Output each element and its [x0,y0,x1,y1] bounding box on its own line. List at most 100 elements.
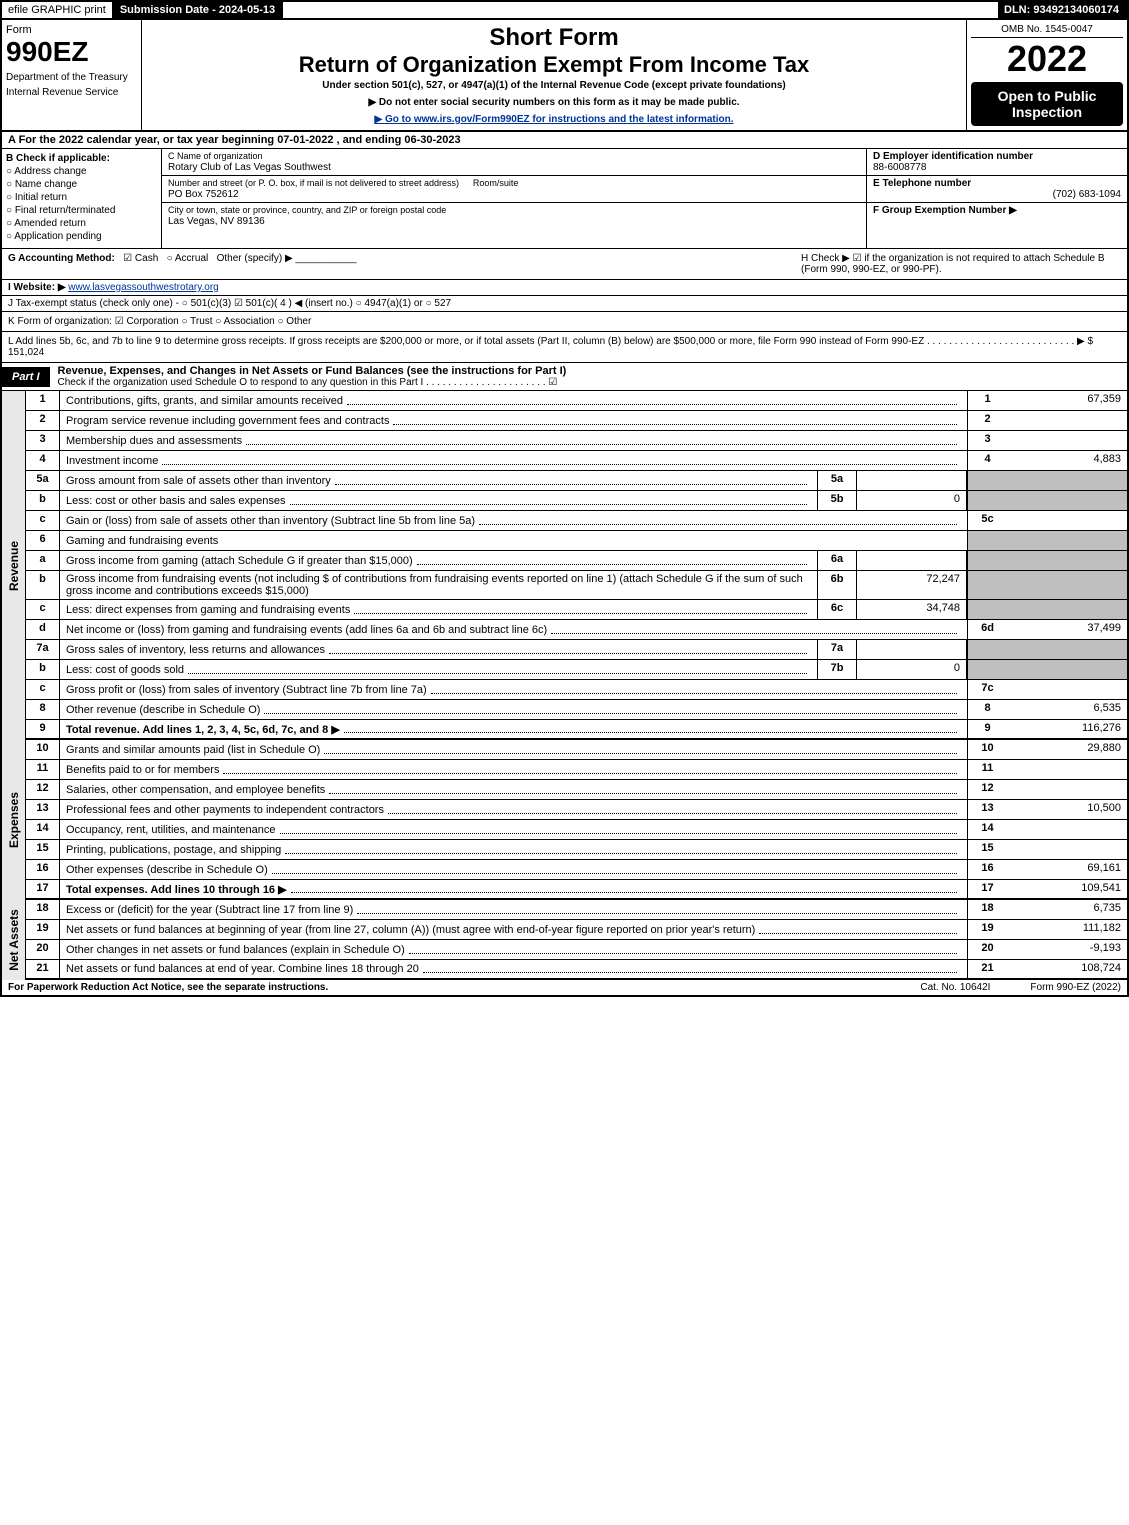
right-value-shaded [1007,660,1127,679]
right-box: 19 [967,920,1007,939]
line-no: 20 [26,940,60,959]
line-no: 7a [26,640,60,659]
chk-address-change[interactable]: ○ Address change [6,166,157,177]
line-no: 6 [26,531,60,550]
right-value: 10,500 [1007,800,1127,819]
top-bar: efile GRAPHIC print Submission Date - 20… [0,0,1129,20]
right-value [1007,820,1127,839]
right-value: 109,541 [1007,880,1127,898]
website-link[interactable]: www.lasvegassouthwestrotary.org [68,282,218,293]
form-header: Form 990EZ Department of the Treasury In… [0,20,1129,132]
line-4: 4Investment income44,883 [26,451,1127,471]
line-21: 21Net assets or fund balances at end of … [26,960,1127,980]
chk-name-change[interactable]: ○ Name change [6,179,157,190]
right-box: 1 [967,391,1007,410]
dept-treasury: Department of the Treasury [6,72,137,83]
right-box-shaded [967,600,1007,619]
line-8: 8Other revenue (describe in Schedule O)8… [26,700,1127,720]
line-no: 15 [26,840,60,859]
line-no: b [26,491,60,510]
line-desc: Gross profit or (loss) from sales of inv… [60,680,967,699]
right-box: 13 [967,800,1007,819]
mid-box: 5a [817,471,857,490]
line-11: 11Benefits paid to or for members11 [26,760,1127,780]
omb-number: OMB No. 1545-0047 [971,24,1123,38]
line-no: 14 [26,820,60,839]
revenue-section: Revenue 1Contributions, gifts, grants, a… [0,391,1129,740]
right-value: -9,193 [1007,940,1127,959]
right-value [1007,411,1127,430]
line-17: 17Total expenses. Add lines 10 through 1… [26,880,1127,900]
line-12: 12Salaries, other compensation, and empl… [26,780,1127,800]
mid-value: 72,247 [857,571,967,599]
line-no: d [26,620,60,639]
right-box: 18 [967,900,1007,919]
right-box: 9 [967,720,1007,738]
efile-print-link[interactable]: efile GRAPHIC print [2,2,114,18]
line-10: 10Grants and similar amounts paid (list … [26,740,1127,760]
part-1-label: Part I [2,367,50,387]
right-box: 5c [967,511,1007,530]
mid-value: 0 [857,491,967,510]
right-box: 7c [967,680,1007,699]
line-no: c [26,511,60,530]
irs-label: Internal Revenue Service [6,87,137,98]
line-no: a [26,551,60,570]
right-box: 2 [967,411,1007,430]
line-7a: 7aGross sales of inventory, less returns… [26,640,1127,660]
right-box: 12 [967,780,1007,799]
right-value [1007,780,1127,799]
mid-box: 7b [817,660,857,679]
right-box-shaded [967,471,1007,490]
line-13: 13Professional fees and other payments t… [26,800,1127,820]
right-box-shaded [967,491,1007,510]
chk-initial-return[interactable]: ○ Initial return [6,192,157,203]
line-no: 4 [26,451,60,470]
section-i: I Website: ▶ www.lasvegassouthwestrotary… [0,280,1129,296]
right-value: 6,535 [1007,700,1127,719]
revenue-vlabel: Revenue [2,391,26,740]
right-value [1007,680,1127,699]
line-no: c [26,680,60,699]
g-accounting: G Accounting Method: ☑ Cash ○ Accrual Ot… [8,253,357,275]
line-no: 10 [26,740,60,759]
line-2: 2Program service revenue including gover… [26,411,1127,431]
form-number: 990EZ [6,36,137,68]
cat-no: Cat. No. 10642I [920,982,990,993]
header-right: OMB No. 1545-0047 2022 Open to Public In… [967,20,1127,130]
line-no: 1 [26,391,60,410]
line-d: dNet income or (loss) from gaming and fu… [26,620,1127,640]
right-value-shaded [1007,491,1127,510]
d-label: D Employer identification number [873,151,1033,162]
right-box-shaded [967,571,1007,599]
line-desc: Investment income [60,451,967,470]
line-1: 1Contributions, gifts, grants, and simil… [26,391,1127,411]
line-desc: Program service revenue including govern… [60,411,967,430]
right-value [1007,511,1127,530]
irs-link-note: ▶ Go to www.irs.gov/Form990EZ for instru… [150,114,958,125]
line-desc: Less: cost or other basis and sales expe… [60,491,817,510]
right-box: 6d [967,620,1007,639]
line-no: 3 [26,431,60,450]
chk-amended[interactable]: ○ Amended return [6,218,157,229]
chk-final-return[interactable]: ○ Final return/terminated [6,205,157,216]
section-l: L Add lines 5b, 6c, and 7b to line 9 to … [0,332,1129,363]
b-label: B Check if applicable: [6,153,157,164]
line-a: aGross income from gaming (attach Schedu… [26,551,1127,571]
line-desc: Less: cost of goods sold [60,660,817,679]
part-1-title: Revenue, Expenses, and Changes in Net As… [50,363,1127,390]
dln: DLN: 93492134060174 [998,2,1127,18]
line-c: cGross profit or (loss) from sales of in… [26,680,1127,700]
paperwork-notice: For Paperwork Reduction Act Notice, see … [8,982,328,993]
right-box: 11 [967,760,1007,779]
line-desc: Professional fees and other payments to … [60,800,967,819]
irs-link[interactable]: ▶ Go to www.irs.gov/Form990EZ for instru… [374,114,733,125]
line-c: cLess: direct expenses from gaming and f… [26,600,1127,620]
line-no: 13 [26,800,60,819]
right-value: 108,724 [1007,960,1127,978]
tax-year: 2022 [971,38,1123,80]
line-14: 14Occupancy, rent, utilities, and mainte… [26,820,1127,840]
right-value [1007,431,1127,450]
section-k: K Form of organization: ☑ Corporation ○ … [0,312,1129,332]
chk-application-pending[interactable]: ○ Application pending [6,231,157,242]
